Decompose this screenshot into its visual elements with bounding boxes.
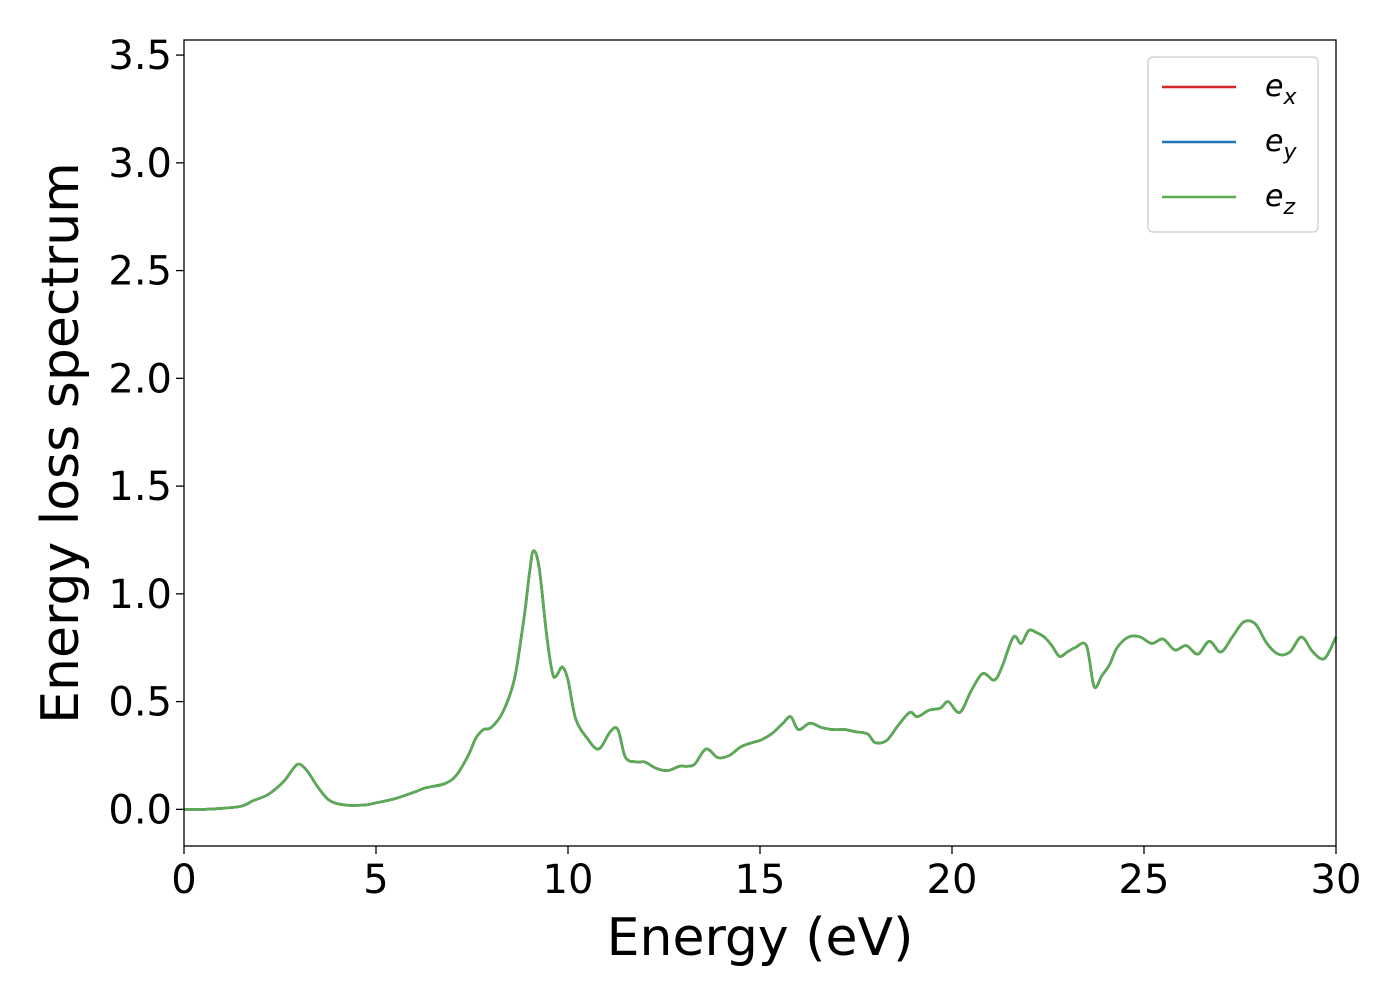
legend-label-ex: ex [1265,69,1297,110]
plot-area [184,40,1336,846]
y-axis: 0.0 0.5 1.0 1.5 2.0 2.5 3.0 3.5 [108,33,184,833]
x-tick-label: 30 [1311,857,1362,903]
y-tick-label: 2.5 [108,249,172,295]
x-tick-label: 5 [363,857,388,903]
legend-label-subscript: z [1282,195,1295,220]
legend-box [1147,56,1319,233]
y-tick-label: 2.0 [108,356,172,402]
y-tick-label: 1.0 [108,572,172,618]
series-line-ez [183,549,1338,811]
series-layer [183,549,1338,811]
x-tick-label: 25 [1119,857,1170,903]
legend-label-ez: ez [1265,179,1295,220]
legend-label-subscript: x [1282,85,1297,110]
y-axis-title: Energy loss spectrum [31,162,91,724]
legend-label-base: e [1265,69,1283,104]
y-tick-label: 3.5 [108,33,172,79]
x-tick-label: 0 [171,857,196,903]
y-tick-label: 3.0 [108,141,172,187]
x-tick-label: 20 [927,857,978,903]
y-tick-label: 1.5 [108,464,172,510]
legend-label-base: e [1265,179,1283,214]
x-axis-title: Energy (eV) [607,908,914,968]
legend-label-ey: ey [1265,124,1297,165]
legend-label-subscript: y [1282,140,1297,165]
x-axis: 0 5 10 15 20 25 30 [171,846,1361,903]
legend-label-base: e [1265,124,1283,159]
x-tick-label: 10 [543,857,594,903]
y-tick-label: 0.5 [108,680,172,726]
x-tick-label: 15 [735,857,786,903]
y-tick-label: 0.0 [108,787,172,833]
